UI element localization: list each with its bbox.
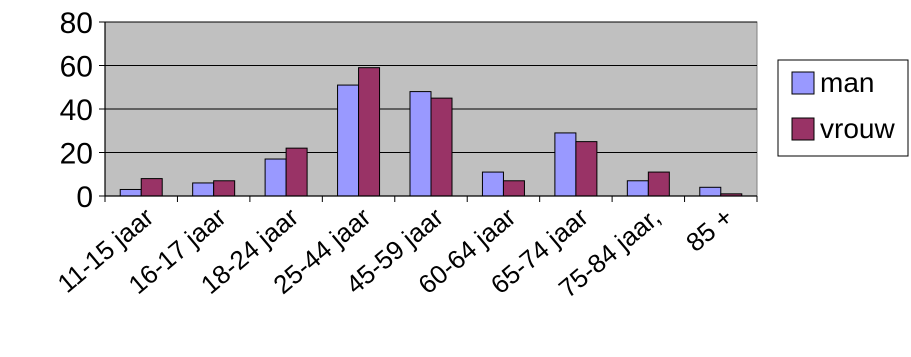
y-tick-label: 60 bbox=[60, 51, 93, 84]
bar-vrouw-3 bbox=[358, 67, 381, 197]
legend-label-man: man bbox=[820, 67, 874, 98]
bar-vrouw-4 bbox=[430, 97, 453, 197]
y-tick-label: 20 bbox=[60, 138, 93, 171]
y-tick-label: 0 bbox=[76, 181, 93, 214]
legend-swatch-man bbox=[791, 71, 815, 95]
x-tick-label: 85 + bbox=[680, 202, 739, 258]
bar-man-2 bbox=[264, 158, 287, 197]
legend-label-vrouw: vrouw bbox=[820, 113, 895, 144]
y-tick-labels: 0 20 40 60 80 bbox=[60, 7, 93, 214]
bar-man-6 bbox=[554, 132, 577, 197]
bar-vrouw-0 bbox=[140, 178, 163, 197]
y-tick-label: 40 bbox=[60, 94, 93, 127]
bar-man-0 bbox=[119, 188, 142, 197]
bar-man-1 bbox=[192, 182, 215, 197]
bar-man-5 bbox=[481, 171, 504, 197]
bars bbox=[119, 67, 743, 197]
y-tick-label: 80 bbox=[60, 7, 93, 40]
bar-vrouw-5 bbox=[502, 180, 525, 197]
legend: man vrouw bbox=[777, 59, 909, 157]
bar-man-3 bbox=[337, 84, 360, 197]
bar-vrouw-7 bbox=[647, 171, 670, 197]
bar-man-7 bbox=[626, 180, 649, 197]
axes bbox=[99, 21, 758, 202]
bar-man-4 bbox=[409, 91, 432, 197]
bar-man-8 bbox=[699, 186, 722, 197]
bar-vrouw-6 bbox=[575, 141, 598, 197]
legend-swatch-vrouw bbox=[791, 117, 815, 141]
bar-vrouw-2 bbox=[285, 147, 308, 197]
bar-vrouw-1 bbox=[213, 180, 236, 197]
